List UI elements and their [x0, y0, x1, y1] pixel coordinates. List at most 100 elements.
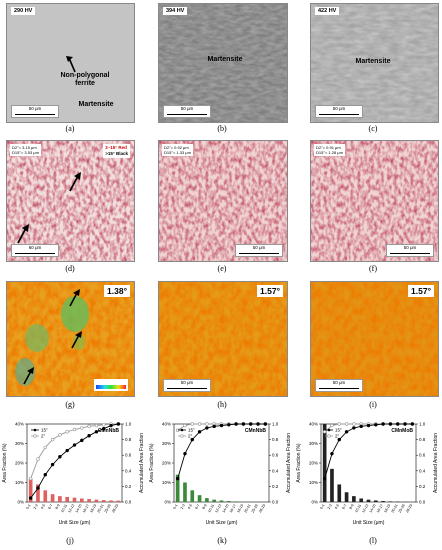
legend-2deg-marker — [327, 434, 331, 438]
y-tick-label: 10% — [162, 480, 171, 485]
panel-label-a: (a) — [65, 124, 75, 133]
micrograph-a: 290 HV Non-polygonal ferrite Martensite … — [6, 3, 135, 123]
bar — [212, 499, 217, 502]
cumulative-2deg-point — [43, 445, 47, 450]
cumulative-15deg-point — [205, 426, 209, 430]
x-tick-label: 18-19 — [89, 504, 97, 514]
bar — [373, 500, 378, 502]
x-tick-label: 12-13 — [67, 504, 75, 514]
legend-15deg-marker — [180, 428, 184, 432]
y2-tick-label: 0.8 — [272, 437, 279, 442]
cumulative-15deg-point — [65, 448, 69, 453]
cumulative-15deg-point — [263, 422, 268, 426]
x-tick-label: 25-26 — [398, 504, 406, 514]
x-tick-label: 10-11 — [354, 504, 362, 514]
x-tick-label: 8-9 — [349, 504, 355, 511]
arrow-icon — [23, 367, 34, 385]
y2-tick-label: 0.8 — [419, 437, 426, 442]
cumulative-2deg-point — [36, 457, 40, 461]
arrow-icon — [69, 172, 81, 192]
scalebar-a: 50 μm — [11, 105, 59, 118]
y2-tick-label: 0.0 — [419, 500, 426, 505]
bar — [175, 474, 180, 502]
cumulative-2deg-point — [190, 422, 194, 426]
panel-label-e: (e) — [217, 264, 227, 273]
scalebar-b: 50 μm — [163, 105, 211, 118]
misorientation-legend: 2–15° Red >15° Black — [103, 144, 130, 158]
hardness-label-a: 290 HV — [11, 7, 36, 15]
x-tick-label: 20-21 — [244, 504, 252, 514]
panel-label-j: (j) — [66, 536, 74, 545]
cumulative-15deg-point — [28, 496, 33, 500]
cumulative-15deg-point — [249, 422, 253, 426]
cumulative-15deg-point — [50, 462, 55, 467]
arrow-icon — [66, 56, 76, 73]
panel-label-g: (g) — [65, 400, 75, 409]
y2-tick-label: 0.6 — [125, 453, 132, 458]
bar — [190, 490, 195, 502]
bar — [43, 490, 48, 502]
y2-tick-label: 1.0 — [419, 422, 426, 427]
grain-size-chart-k: 0% 10% 20% 30% 40% 0.0 0.2 0.4 0.6 0.8 1.0 0-1 2-3 4-… — [149, 422, 292, 527]
cumulative-15deg-point — [72, 443, 77, 447]
bar — [234, 501, 238, 502]
micrograph-c: 422 HV Martensite 50 μm — [310, 3, 439, 123]
bar — [72, 497, 77, 502]
cumulative-2deg-point — [352, 422, 356, 426]
cumulative-15deg-point — [227, 423, 231, 427]
y2-tick-label: 0.4 — [125, 468, 132, 473]
x-tick-label: 18-19 — [236, 504, 244, 514]
y-tick-label: 30% — [309, 441, 318, 446]
y2-axis-title: Accumulated Area Fraction — [139, 433, 145, 493]
y2-tick-label: 1.0 — [125, 422, 132, 427]
x-tick-label: 6-7 — [194, 504, 200, 511]
cumulative-2deg-point — [94, 423, 99, 428]
y2-tick-label: 0.8 — [125, 437, 132, 442]
cumulative-2deg-point — [197, 422, 202, 426]
cumulative-15deg-point — [102, 426, 106, 431]
scalebar-c: 50 μm — [315, 105, 363, 118]
bar — [87, 499, 91, 502]
y2-tick-label: 0.6 — [272, 453, 279, 458]
y-tick-label: 10% — [309, 480, 318, 485]
cumulative-15deg-point — [87, 434, 91, 438]
bar — [352, 496, 356, 502]
y2-axis-title: Accumulated Area Fraction — [433, 433, 439, 493]
panel-label-k: (k) — [217, 536, 227, 545]
bar — [322, 424, 327, 502]
bar — [94, 499, 99, 502]
annotation-ferrite: Non-polygonal ferrite — [60, 72, 110, 87]
bar — [116, 500, 121, 502]
kam-map-h: 1.57° 50 μm — [158, 281, 288, 397]
bar — [381, 501, 385, 502]
legend-2deg-label: 2° — [335, 434, 340, 439]
x-tick-label: 12-13 — [361, 504, 369, 514]
panel-label-c: (c) — [368, 124, 378, 133]
legend-2deg-marker — [180, 434, 184, 438]
bar — [79, 498, 84, 502]
boundary-map-e: D2°= 0.92 μm D15°= 1.33 μm 50 μm — [158, 140, 288, 262]
bar — [337, 484, 342, 502]
y-tick-label: 40% — [309, 422, 318, 427]
cumulative-15deg-point — [374, 423, 378, 427]
y-axis-title: Area Fraction (%) — [296, 443, 302, 483]
annotation-martensite-a: Martensite — [78, 101, 114, 108]
x-tick-label: 25-26 — [104, 504, 112, 514]
cumulative-2deg-point — [58, 433, 62, 437]
bar — [197, 495, 202, 502]
y2-tick-label: 0.4 — [419, 468, 426, 473]
x-axis-title: Unit Size (μm) — [59, 520, 91, 526]
arrow-icon — [71, 331, 82, 349]
cumulative-15deg-point — [219, 423, 224, 428]
cumulative-15deg-point — [197, 430, 202, 434]
x-tick-label: 4-5 — [334, 504, 340, 511]
hardness-label-c: 422 HV — [315, 7, 340, 15]
y2-tick-label: 1.0 — [272, 422, 279, 427]
y-tick-label: 10% — [15, 480, 24, 485]
x-tick-label: 10-11 — [60, 504, 68, 514]
micrograph-b-texture — [159, 4, 287, 122]
scalebar-d: 60 μm — [11, 244, 59, 257]
cumulative-15deg-point — [403, 422, 407, 426]
y2-tick-label: 0.6 — [419, 453, 426, 458]
bar — [366, 499, 371, 502]
